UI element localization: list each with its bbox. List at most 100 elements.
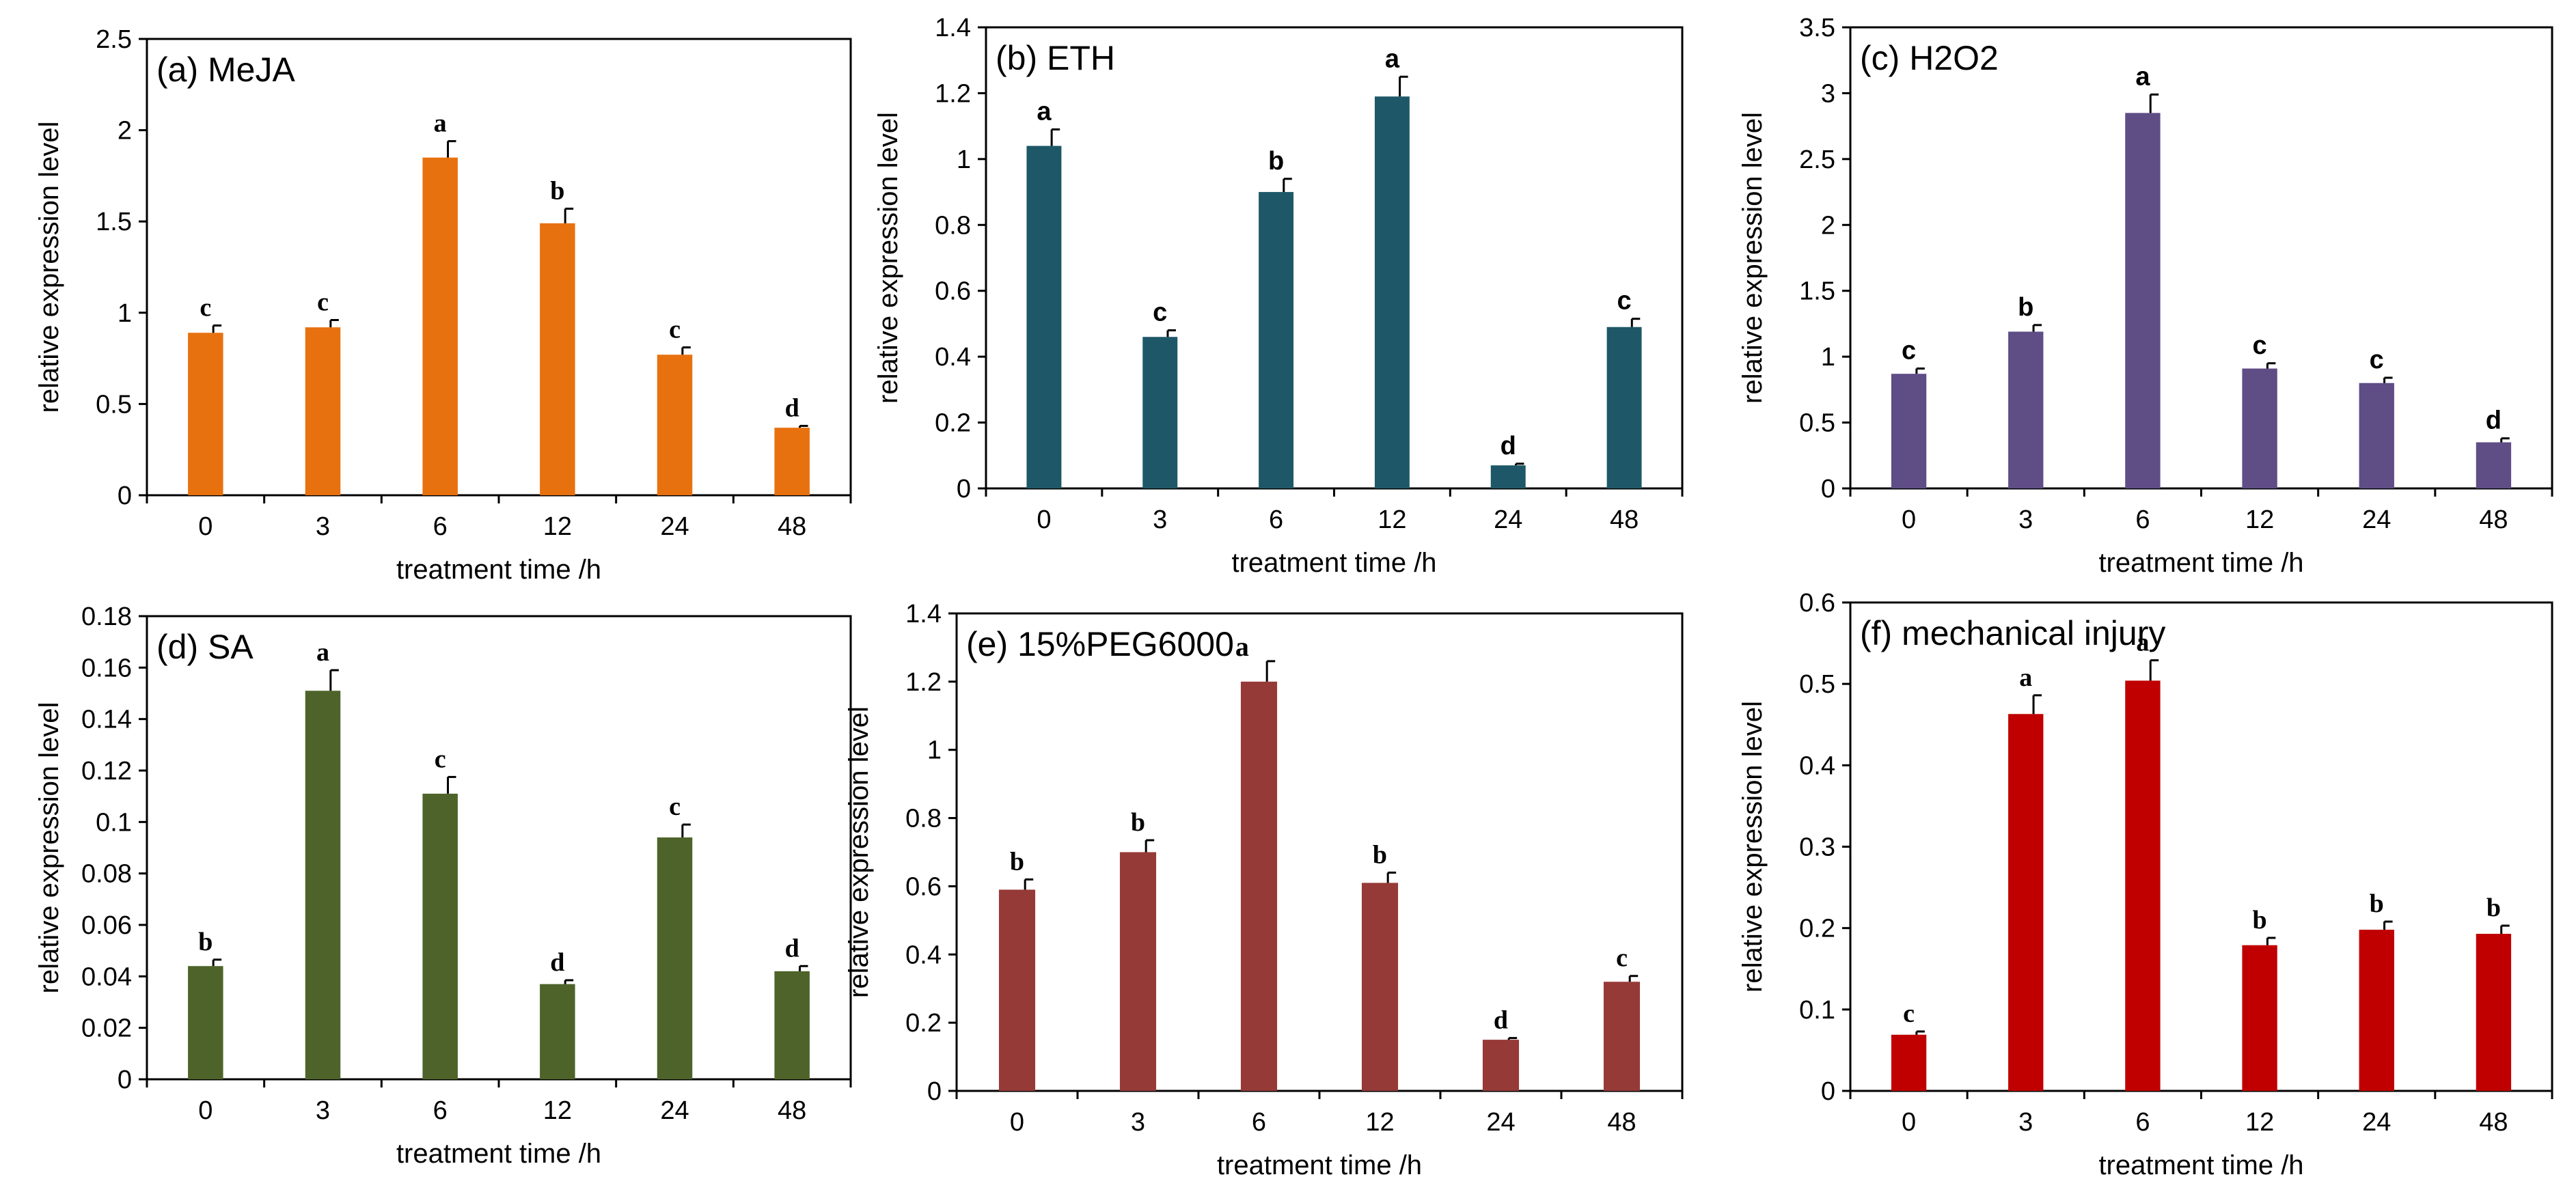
x-tick-label: 0: [1037, 505, 1051, 534]
x-tick-label: 12: [1378, 505, 1406, 534]
x-tick-label: 6: [2135, 1108, 2150, 1137]
y-tick-label: 0.2: [905, 1009, 942, 1038]
y-tick-label: 0.16: [81, 654, 132, 682]
bar: [2359, 930, 2394, 1091]
chart-panel: 0 0.5 1 1.5 2 2.5 c 0 c 3 a 6 b 12 c 24 d 48 (a) MeJA treat…: [34, 25, 852, 585]
chart-panel: 0 0.2 0.4 0.6 0.8 1 1.2 1.4 a 0 c 3 b 6 a 12 d 24 c 48 (b) E…: [873, 14, 1684, 578]
y-tick-label: 0.8: [905, 805, 942, 833]
bar: [1603, 982, 1641, 1091]
y-tick-label: 0.08: [81, 860, 132, 889]
bar: [188, 333, 223, 495]
y-tick-label: 0.4: [905, 941, 942, 969]
bar: [1259, 192, 1294, 488]
y-tick-label: 0.18: [81, 602, 132, 631]
x-tick-label: 12: [2245, 1108, 2274, 1137]
y-axis-label: relative expression level: [34, 122, 64, 413]
x-tick-label: 6: [1269, 505, 1283, 534]
y-tick-label: 1.2: [905, 668, 942, 697]
x-tick-label: 0: [1010, 1108, 1024, 1137]
y-tick-label: 3.5: [1799, 14, 1835, 42]
x-axis-label: treatment time /h: [1231, 548, 1436, 578]
y-tick-label: 0.5: [1799, 409, 1835, 438]
y-tick-label: 0.2: [1799, 915, 1835, 943]
x-tick-label: 12: [2245, 505, 2274, 534]
x-tick-label: 6: [433, 512, 448, 541]
significance-letter: c: [317, 288, 329, 316]
bar: [540, 984, 575, 1079]
significance-letter: d: [550, 948, 564, 977]
bar: [774, 428, 810, 495]
significance-letter: a: [2135, 62, 2150, 91]
chart-panel: 0 0.5 1 1.5 2 2.5 3 3.5 c 0 b 3 a 6 c 12 c 24 d 48 (c) H2O2 t…: [1738, 14, 2553, 578]
x-tick-label: 24: [1486, 1108, 1515, 1137]
bar: [1482, 1040, 1520, 1091]
bar: [2242, 368, 2277, 488]
x-tick-label: 3: [316, 1096, 330, 1125]
bar: [422, 157, 458, 495]
y-tick-label: 0: [1821, 475, 1835, 503]
y-tick-label: 0.1: [96, 808, 132, 837]
significance-letter: d: [785, 393, 799, 422]
significance-letter: c: [669, 316, 681, 344]
significance-letter: a: [2019, 663, 2032, 692]
bar: [657, 837, 693, 1079]
significance-letter: c: [1153, 299, 1167, 327]
y-tick-label: 2.5: [1799, 145, 1835, 174]
x-tick-label: 3: [2018, 1108, 2033, 1137]
significance-letter: b: [1010, 847, 1024, 876]
y-axis-label: relative expression level: [1738, 701, 1768, 993]
significance-letter: b: [1373, 840, 1387, 869]
y-tick-label: 0.02: [81, 1014, 132, 1043]
significance-letter: d: [1501, 432, 1516, 460]
y-tick-label: 0.8: [935, 211, 971, 240]
bar: [2008, 714, 2044, 1091]
x-tick-label: 24: [660, 1096, 689, 1125]
x-tick-label: 48: [2479, 505, 2508, 534]
y-tick-label: 0.5: [96, 390, 132, 419]
y-tick-label: 1.5: [1799, 277, 1835, 306]
y-tick-label: 0.4: [1799, 751, 1835, 780]
plot-frame: [146, 615, 852, 1081]
bar: [422, 793, 458, 1079]
x-tick-label: 48: [778, 1096, 806, 1125]
significance-letter: b: [550, 176, 564, 205]
y-axis-label: relative expression level: [873, 112, 903, 404]
significance-letter: a: [2136, 628, 2149, 657]
significance-letter: c: [200, 294, 211, 322]
x-tick-label: 3: [316, 512, 330, 541]
chart-panel: 0 0.02 0.04 0.06 0.08 0.1 0.12 0.14 0.16 0.18 b 0 a 3…: [34, 602, 852, 1169]
x-tick-label: 6: [1252, 1108, 1266, 1137]
bar: [1891, 1034, 1927, 1091]
significance-letter: a: [316, 638, 329, 667]
chart-panel: 0 0.1 0.2 0.3 0.4 0.5 0.6 c 0 a 3 a 6 b 12 b 24 b 48 (f) me…: [1738, 589, 2553, 1180]
y-tick-label: 1.4: [935, 14, 971, 42]
bar: [305, 327, 341, 495]
y-tick-label: 0.04: [81, 962, 132, 991]
plot-frame: [1849, 601, 2553, 1092]
bar: [2359, 383, 2394, 488]
significance-letter: d: [2486, 406, 2502, 435]
y-tick-label: 0: [118, 482, 132, 510]
significance-letter: a: [1235, 631, 1249, 662]
significance-letter: c: [2370, 346, 2384, 374]
x-tick-label: 0: [1902, 1108, 1916, 1137]
x-tick-label: 24: [2362, 505, 2391, 534]
panel-title: (f) mechanical injury: [1860, 614, 2165, 652]
y-tick-label: 1.5: [96, 208, 132, 236]
x-tick-label: 48: [778, 512, 806, 541]
x-tick-label: 0: [1902, 505, 1916, 534]
bar: [998, 889, 1036, 1091]
bar: [540, 223, 575, 495]
bar: [1119, 852, 1157, 1091]
significance-letter: a: [434, 109, 447, 138]
y-tick-label: 0: [927, 1077, 942, 1106]
x-axis-label: treatment time /h: [1217, 1150, 1422, 1180]
y-tick-label: 1: [957, 145, 971, 174]
panel-title: (a) MeJA: [156, 51, 295, 89]
bar: [2008, 331, 2044, 488]
y-tick-label: 0.1: [1799, 996, 1835, 1025]
significance-letter: c: [669, 792, 681, 821]
x-axis-label: treatment time /h: [396, 1139, 601, 1169]
x-tick-label: 0: [198, 1096, 213, 1125]
